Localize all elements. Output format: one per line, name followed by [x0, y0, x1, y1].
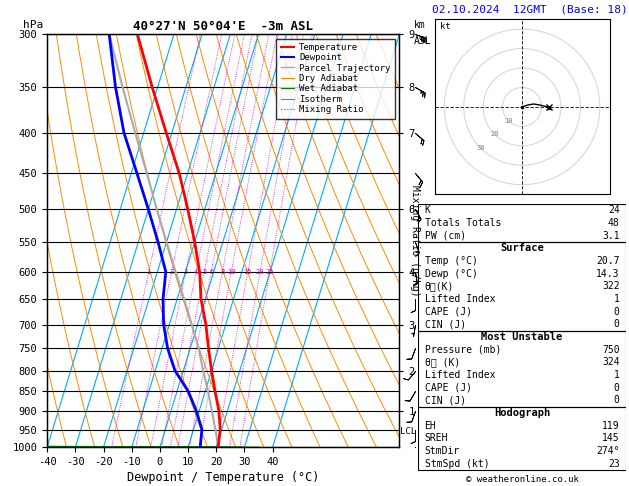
- Text: 119: 119: [602, 421, 620, 431]
- Text: 23: 23: [608, 459, 620, 469]
- Text: 0: 0: [614, 395, 620, 405]
- Text: LCL: LCL: [400, 427, 416, 436]
- Text: CAPE (J): CAPE (J): [425, 382, 472, 393]
- Text: 1: 1: [614, 294, 620, 304]
- Text: Dewp (°C): Dewp (°C): [425, 269, 477, 279]
- Text: 8: 8: [220, 269, 225, 275]
- Text: 02.10.2024  12GMT  (Base: 18): 02.10.2024 12GMT (Base: 18): [432, 5, 628, 15]
- Text: 10: 10: [227, 269, 235, 275]
- Text: StmDir: StmDir: [425, 446, 460, 456]
- Text: EH: EH: [425, 421, 437, 431]
- Text: 1: 1: [147, 269, 151, 275]
- Text: 274°: 274°: [596, 446, 620, 456]
- Text: Hodograph: Hodograph: [494, 408, 550, 418]
- Text: CIN (J): CIN (J): [425, 319, 465, 330]
- Text: 322: 322: [602, 281, 620, 292]
- Text: 5: 5: [202, 269, 206, 275]
- Text: 48: 48: [608, 218, 620, 228]
- Text: 20: 20: [256, 269, 264, 275]
- Text: 3.1: 3.1: [602, 231, 620, 241]
- Text: km: km: [413, 20, 425, 30]
- Text: 20.7: 20.7: [596, 256, 620, 266]
- Text: 25: 25: [265, 269, 274, 275]
- Text: θᴇ(K): θᴇ(K): [425, 281, 454, 292]
- Text: 15: 15: [243, 269, 252, 275]
- X-axis label: Dewpoint / Temperature (°C): Dewpoint / Temperature (°C): [127, 471, 320, 484]
- Text: 24: 24: [608, 206, 620, 215]
- Text: 324: 324: [602, 357, 620, 367]
- Text: Lifted Index: Lifted Index: [425, 370, 495, 380]
- Text: Lifted Index: Lifted Index: [425, 294, 495, 304]
- Text: 2: 2: [169, 269, 174, 275]
- Text: Mixing Ratio (g/kg): Mixing Ratio (g/kg): [410, 185, 420, 296]
- Text: 0: 0: [614, 307, 620, 317]
- Text: CAPE (J): CAPE (J): [425, 307, 472, 317]
- Text: K: K: [425, 206, 430, 215]
- Bar: [418, 407, 626, 470]
- Text: Totals Totals: Totals Totals: [425, 218, 501, 228]
- Text: 4: 4: [194, 269, 198, 275]
- Text: 6: 6: [209, 269, 213, 275]
- Text: 3: 3: [184, 269, 188, 275]
- Text: 0: 0: [614, 319, 620, 330]
- Text: SREH: SREH: [425, 434, 448, 443]
- Text: Surface: Surface: [500, 243, 544, 253]
- Bar: [418, 242, 626, 330]
- Text: θᴇ (K): θᴇ (K): [425, 357, 460, 367]
- Text: PW (cm): PW (cm): [425, 231, 465, 241]
- Text: Temp (°C): Temp (°C): [425, 256, 477, 266]
- Text: hPa: hPa: [23, 20, 43, 30]
- Title: 40°27'N 50°04'E  -3m ASL: 40°27'N 50°04'E -3m ASL: [133, 20, 313, 33]
- Text: 30: 30: [477, 145, 486, 151]
- Text: ASL: ASL: [413, 36, 431, 46]
- Text: 10: 10: [504, 118, 513, 123]
- Bar: [418, 330, 626, 407]
- Text: Pressure (mb): Pressure (mb): [425, 345, 501, 355]
- Text: Most Unstable: Most Unstable: [481, 332, 563, 342]
- Text: 20: 20: [491, 131, 499, 137]
- Text: StmSpd (kt): StmSpd (kt): [425, 459, 489, 469]
- Text: 14.3: 14.3: [596, 269, 620, 279]
- Text: CIN (J): CIN (J): [425, 395, 465, 405]
- Text: 145: 145: [602, 434, 620, 443]
- Text: kt: kt: [440, 22, 451, 31]
- Text: 0: 0: [614, 382, 620, 393]
- Text: 750: 750: [602, 345, 620, 355]
- Bar: [418, 204, 626, 242]
- Text: © weatheronline.co.uk: © weatheronline.co.uk: [465, 474, 579, 484]
- Text: 1: 1: [614, 370, 620, 380]
- Legend: Temperature, Dewpoint, Parcel Trajectory, Dry Adiabat, Wet Adiabat, Isotherm, Mi: Temperature, Dewpoint, Parcel Trajectory…: [276, 38, 395, 119]
